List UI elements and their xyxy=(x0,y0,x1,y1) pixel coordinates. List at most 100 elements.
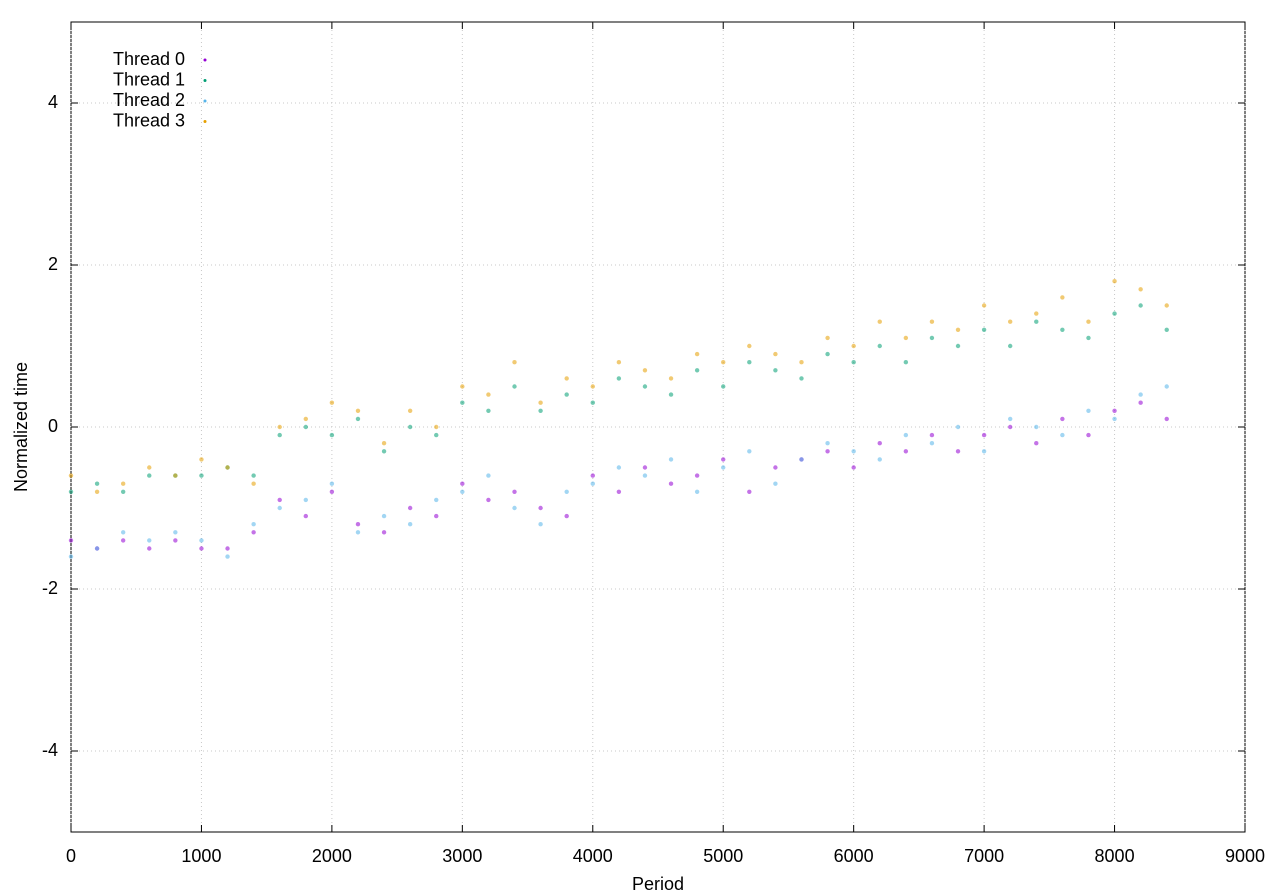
data-point xyxy=(199,538,204,543)
data-point xyxy=(903,335,909,341)
data-point xyxy=(303,416,308,422)
data-point xyxy=(329,400,335,405)
data-point xyxy=(94,546,100,551)
data-point xyxy=(147,546,152,551)
data-point xyxy=(303,513,308,519)
data-point xyxy=(1164,327,1169,332)
data-point xyxy=(721,457,726,462)
data-point xyxy=(434,432,439,438)
data-point xyxy=(1034,311,1039,316)
legend-marker xyxy=(203,58,207,62)
data-point xyxy=(1060,295,1065,300)
data-point xyxy=(694,473,700,478)
x-tick-label: 9000 xyxy=(1225,846,1265,866)
data-point xyxy=(825,351,830,357)
data-point xyxy=(538,408,543,413)
x-tick-label: 5000 xyxy=(703,846,743,866)
data-point xyxy=(199,473,204,478)
x-tick-label: 1000 xyxy=(181,846,221,866)
data-point xyxy=(903,360,909,365)
data-point xyxy=(94,481,100,486)
data-point xyxy=(1086,408,1091,413)
x-tick-label: 0 xyxy=(66,846,76,866)
data-point xyxy=(329,432,335,438)
data-point xyxy=(225,465,230,470)
data-point xyxy=(825,441,830,446)
data-point xyxy=(512,489,517,494)
data-point xyxy=(877,319,882,324)
data-point xyxy=(199,457,204,462)
data-point xyxy=(225,546,230,551)
data-point xyxy=(929,319,935,324)
x-axis-label: Period xyxy=(632,874,684,894)
data-point xyxy=(1008,343,1013,349)
data-point xyxy=(407,424,413,430)
data-point xyxy=(512,360,517,365)
x-tick-label: 7000 xyxy=(964,846,1004,866)
data-point xyxy=(381,441,387,446)
data-point xyxy=(460,384,465,389)
data-point xyxy=(303,497,308,503)
data-point xyxy=(929,432,935,438)
data-point xyxy=(277,424,282,430)
data-point xyxy=(381,449,387,454)
data-point xyxy=(68,538,74,543)
data-point xyxy=(903,432,909,438)
data-point xyxy=(825,335,830,341)
data-point xyxy=(1086,319,1091,324)
data-point xyxy=(486,473,491,478)
data-point xyxy=(1112,416,1117,422)
data-point xyxy=(564,392,569,397)
data-point xyxy=(981,432,987,438)
data-point xyxy=(1112,408,1117,413)
data-point xyxy=(564,376,569,381)
data-point xyxy=(564,513,569,519)
data-point xyxy=(147,465,152,470)
data-point xyxy=(616,376,622,381)
legend-marker xyxy=(203,120,207,123)
data-point xyxy=(1086,432,1091,438)
data-point xyxy=(68,489,74,494)
data-point xyxy=(1034,319,1039,324)
data-point xyxy=(303,424,308,430)
data-point xyxy=(694,489,700,494)
data-point xyxy=(955,424,961,430)
data-point xyxy=(1034,424,1039,430)
data-point xyxy=(512,505,517,511)
x-tick-label: 8000 xyxy=(1095,846,1135,866)
data-point xyxy=(355,408,361,413)
data-point xyxy=(329,489,335,494)
data-point xyxy=(1008,319,1013,324)
y-tick-label: -2 xyxy=(42,578,58,598)
x-tick-label: 2000 xyxy=(312,846,352,866)
data-point xyxy=(434,424,439,430)
data-point xyxy=(251,530,256,535)
data-point xyxy=(877,343,882,349)
legend-marker xyxy=(203,79,207,82)
data-point xyxy=(120,530,126,535)
data-point xyxy=(668,392,674,397)
data-point xyxy=(460,400,465,405)
data-point xyxy=(355,530,361,535)
data-point xyxy=(721,465,726,470)
data-point xyxy=(460,481,465,486)
data-point xyxy=(68,473,74,478)
data-point xyxy=(68,554,74,559)
data-point xyxy=(1008,416,1013,422)
data-point xyxy=(981,303,987,308)
data-point xyxy=(355,416,361,422)
data-point xyxy=(981,327,987,332)
data-point xyxy=(173,538,178,543)
data-point xyxy=(590,473,595,478)
data-point xyxy=(173,473,178,478)
data-point xyxy=(851,343,856,349)
legend-marker xyxy=(203,99,207,103)
x-tick-label: 6000 xyxy=(834,846,874,866)
data-point xyxy=(1138,400,1143,405)
data-point xyxy=(538,505,543,511)
data-point xyxy=(564,489,569,494)
data-point xyxy=(277,432,282,438)
data-point xyxy=(538,522,543,527)
data-point xyxy=(94,489,100,494)
